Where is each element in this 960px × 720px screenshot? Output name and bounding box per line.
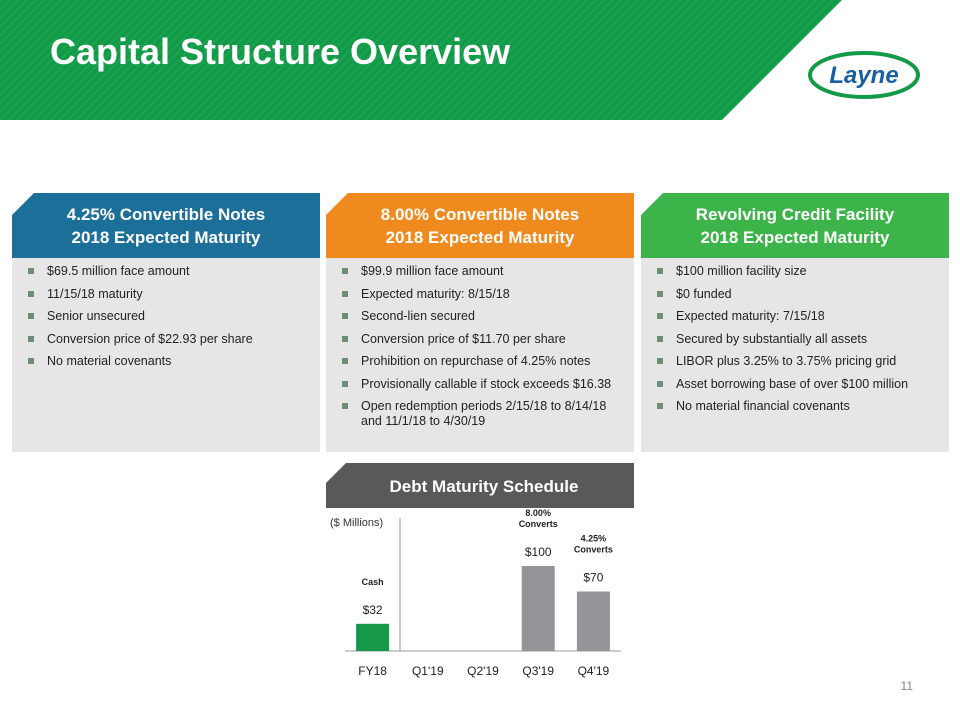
x-tick-label: Q1'19 — [412, 664, 444, 678]
bar-annotation: 4.25% — [581, 534, 607, 544]
bullet-item: Expected maturity: 8/15/18 — [342, 287, 616, 302]
chart-title: Debt Maturity Schedule — [390, 477, 579, 496]
bar — [356, 623, 390, 651]
bar — [521, 566, 555, 651]
x-tick-label: Q4'19 — [578, 664, 610, 678]
panel-title-line: 4.25% Convertible Notes — [66, 204, 266, 224]
unit-label: ($ Millions) — [330, 517, 383, 529]
bullet-item: No material covenants — [28, 354, 302, 369]
x-tick-label: Q3'19 — [522, 664, 554, 678]
logo: Layne — [829, 62, 898, 89]
panel-header: Revolving Credit Facility 2018 Expected M… — [641, 193, 949, 258]
bullet-item: $69.5 million face amount — [28, 264, 302, 279]
bullet-item: Secured by substantially all assets — [657, 332, 931, 347]
panel-title-line: 8.00% Convertible Notes — [380, 204, 580, 224]
bullet-item: LIBOR plus 3.25% to 3.75% pricing grid — [657, 354, 931, 369]
panel-title-line: 2018 Expected Maturity — [385, 227, 575, 247]
value-label: $70 — [583, 571, 603, 585]
header-banner — [0, 0, 842, 120]
bar-annotation: Cash — [362, 577, 384, 587]
panel-header: 8.00% Convertible Notes 2018 Expected Mat… — [326, 193, 634, 258]
panel-body: $99.9 million face amount Expected maturi… — [326, 258, 634, 452]
x-tick-label: FY18 — [358, 664, 387, 678]
bullet-item: $0 funded — [657, 287, 931, 302]
bullet-item: $100 million facility size — [657, 264, 931, 279]
x-tick-label: Q2'19 — [467, 664, 499, 678]
panel-header: 4.25% Convertible Notes 2018 Expected Mat… — [12, 193, 320, 258]
bar — [576, 591, 610, 651]
bullet-item: Prohibition on repurchase of 4.25% notes — [342, 354, 616, 369]
logo-ring — [808, 51, 920, 99]
bullet-item: Asset borrowing base of over $100 millio… — [657, 377, 931, 392]
bullet-item: $99.9 million face amount — [342, 264, 616, 279]
bar-annotation: 8.00% — [525, 508, 551, 518]
slide-title: Capital Structure Overview — [50, 31, 511, 72]
bullet-item: Conversion price of $22.93 per share — [28, 332, 302, 347]
bullet-item: 11/15/18 maturity — [28, 287, 302, 302]
panel-body: $69.5 million face amount 11/15/18 maturi… — [12, 258, 320, 452]
panel-title-line: 2018 Expected Maturity — [700, 227, 890, 247]
bullet-item: Expected maturity: 7/15/18 — [657, 309, 931, 324]
chart-header — [326, 463, 634, 508]
panel-title-line: Revolving Credit Facility — [695, 204, 895, 224]
value-label: $32 — [363, 603, 383, 617]
page-number: 11 — [901, 679, 914, 693]
bullet-item: Provisionally callable if stock exceeds … — [342, 377, 616, 392]
bullet-item: No material financial covenants — [657, 399, 931, 414]
bullet-item: Conversion price of $11.70 per share — [342, 332, 616, 347]
bullet-item: Second-lien secured — [342, 309, 616, 324]
bullet-item: Open redemption periods 2/15/18 to 8/14/… — [342, 399, 616, 429]
panel-body: $100 million facility size $0 funded Expec… — [641, 258, 949, 452]
bullet-item: Senior unsecured — [28, 309, 302, 324]
value-label: $100 — [525, 545, 552, 559]
panel-title-line: 2018 Expected Maturity — [71, 227, 261, 247]
bar-annotation: Converts — [519, 519, 558, 529]
bar-annotation: Converts — [574, 545, 613, 555]
